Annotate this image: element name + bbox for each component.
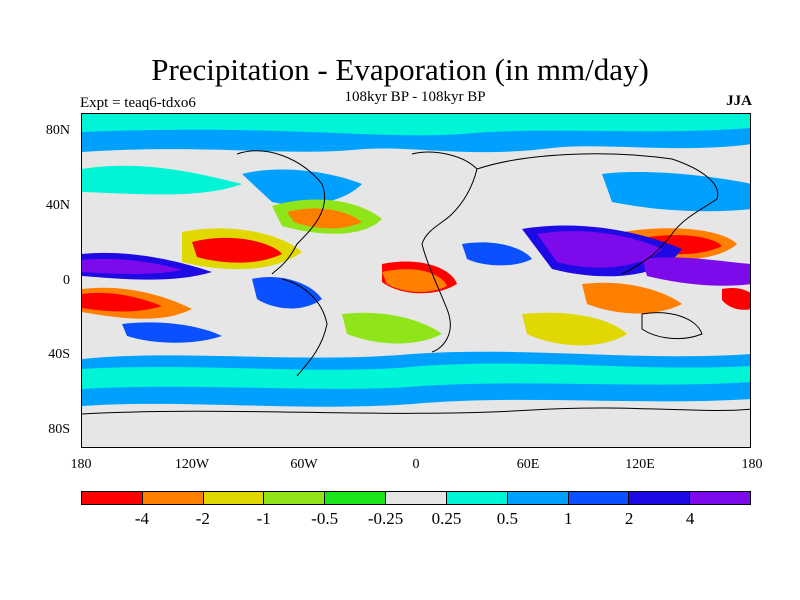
experiment-label: Expt = teaq6-tdxo6 [80,95,196,111]
colorbar-box [446,492,508,504]
colorbar [81,491,751,505]
lat-tick: 0 [63,273,70,288]
lon-tick: 120W [174,457,210,472]
lon-tick: 0 [412,457,420,472]
colorbar-label: 0.5 [496,509,518,528]
map-title: Precipitation - Evaporation (in mm/day) [151,52,649,87]
colorbar-box [568,492,630,504]
colorbar-box [264,492,326,504]
lat-tick: 80N [45,123,70,138]
colorbar-box [142,492,204,504]
map-panel [81,113,751,448]
colorbar-box [82,492,143,504]
colorbar-label: -0.5 [311,509,339,528]
colorbar-box [690,492,750,504]
colorbar-label: -0.25 [367,509,404,528]
map-subtitle: 108kyr BP - 108kyr BP [344,89,486,105]
lat-tick: 40S [48,347,70,362]
colorbar-label: -1 [256,509,271,528]
colorbar-box [507,492,569,504]
lon-tick: 120E [625,457,655,472]
colorbar-box [203,492,265,504]
colorbar-label: 4 [685,509,695,528]
colorbar-label: 2 [624,509,634,528]
colorbar-label: -2 [195,509,210,528]
lon-tick: 60W [290,457,318,472]
colorbar-box [629,492,691,504]
colorbar-box [386,492,447,504]
lat-tick: 80S [48,422,70,437]
lat-tick: 40N [45,198,70,213]
colorbar-box [325,492,387,504]
lon-tick: 180 [741,457,763,472]
precip-evap-map [82,114,750,447]
colorbar-label: -4 [134,509,149,528]
lon-tick: 60E [516,457,540,472]
colorbar-label: 0.25 [431,509,462,528]
lon-tick: 180 [70,457,92,472]
colorbar-label: 1 [564,509,573,528]
season-label: JJA [726,93,752,109]
